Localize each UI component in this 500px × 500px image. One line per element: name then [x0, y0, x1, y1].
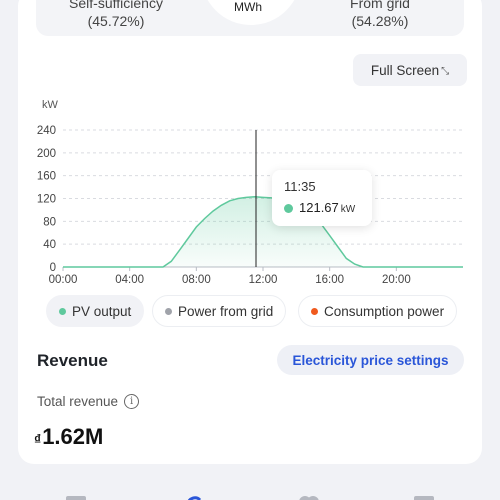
- total-revenue-label: Total revenue: [37, 394, 119, 409]
- y-tick-label: 200: [37, 148, 56, 160]
- tab-home-icon[interactable]: [64, 494, 88, 500]
- tooltip-unit: kW: [340, 204, 356, 215]
- gauge-unit: MWh: [234, 0, 262, 14]
- x-tick-label: 16:00: [315, 274, 344, 286]
- y-axis-unit: kW: [42, 99, 59, 111]
- from-grid-label: From grid: [350, 0, 410, 11]
- legend-pv-dot: [59, 307, 66, 315]
- self-sufficiency-value: (45.72%): [87, 13, 145, 29]
- legend-grid-dot: [165, 307, 172, 315]
- from-grid-value: (54.28%): [351, 13, 409, 29]
- pv-output-line: [63, 196, 463, 268]
- fullscreen-label: Full Screen: [370, 62, 440, 78]
- electricity-price-settings-button[interactable]: Electricity price settings: [277, 345, 464, 375]
- y-tick-label: 0: [50, 262, 56, 274]
- legend-consumption-label: Consumption power: [324, 303, 445, 319]
- x-tick-label: 20:00: [382, 274, 411, 286]
- legend-consumption-dot: [311, 307, 318, 315]
- expand-arrows-icon: ⤡: [441, 65, 450, 77]
- pv-output-area: [63, 196, 463, 267]
- tab-profile-icon[interactable]: [412, 494, 436, 500]
- from-grid-stat: From grid (54.28%): [300, 0, 460, 30]
- tooltip-value: 121.67: [299, 200, 339, 215]
- x-tick-label: 00:00: [49, 274, 78, 286]
- currency-symbol: ₫: [34, 431, 42, 447]
- revenue-title: Revenue: [37, 351, 108, 370]
- total-revenue-amount: 1.62M: [42, 424, 104, 449]
- legend-power-from-grid[interactable]: Power from grid: [152, 295, 287, 327]
- total-revenue-value: ₫1.62M: [34, 424, 103, 450]
- x-tick-label: 08:00: [182, 274, 211, 286]
- y-tick-label: 40: [43, 239, 56, 251]
- total-revenue-label-row: Total revenue i: [37, 394, 140, 409]
- energy-gauge: [207, 0, 295, 25]
- self-sufficiency-stat: Self-sufficiency (45.72%): [36, 0, 196, 30]
- y-tick-label: 240: [37, 125, 56, 137]
- legend-grid-label: Power from grid: [178, 303, 274, 319]
- y-tick-label: 80: [43, 216, 56, 228]
- pv-chart[interactable]: kW 0 40 80 120 160 200 240 00:00 04:00 08:00 12:00 1…: [20, 92, 480, 292]
- legend-consumption-power[interactable]: Consumption power: [298, 295, 458, 327]
- x-tick-label: 04:00: [115, 274, 144, 286]
- y-tick-label: 120: [37, 194, 56, 206]
- legend-pv-label: PV output: [72, 303, 132, 319]
- legend-pv-output[interactable]: PV output: [46, 295, 145, 327]
- chart-tooltip: 11:35 121.67 kW: [272, 170, 372, 226]
- x-tick-label: 12:00: [249, 274, 278, 286]
- y-tick-label: 160: [37, 171, 56, 183]
- tooltip-time: 11:35: [284, 179, 316, 194]
- tab-devices-icon[interactable]: [297, 494, 321, 500]
- tooltip-series-dot: [284, 204, 293, 213]
- tab-stats-icon[interactable]: [184, 494, 204, 500]
- self-sufficiency-label: Self-sufficiency: [69, 0, 163, 11]
- info-icon[interactable]: i: [124, 394, 140, 409]
- fullscreen-button[interactable]: Full Screen ⤡: [353, 54, 467, 86]
